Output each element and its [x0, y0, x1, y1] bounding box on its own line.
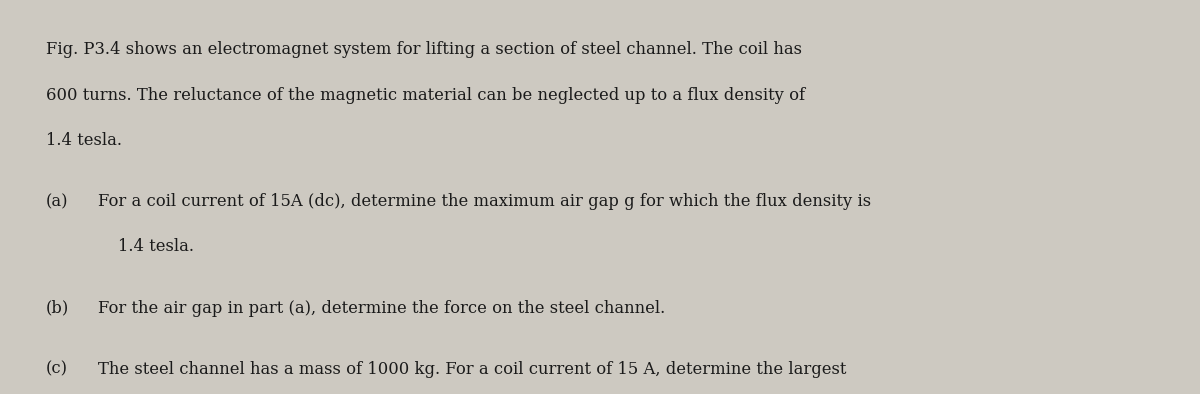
Text: 600 turns. The reluctance of the magnetic material can be neglected up to a flux: 600 turns. The reluctance of the magneti…: [46, 87, 805, 104]
Text: The steel channel has a mass of 1000 kg. For a coil current of 15 A, determine t: The steel channel has a mass of 1000 kg.…: [98, 361, 847, 378]
Text: (c): (c): [46, 361, 67, 378]
Text: For a coil current of 15A (dc), determine the maximum air gap g for which the fl: For a coil current of 15A (dc), determin…: [98, 193, 871, 210]
Text: (b): (b): [46, 299, 68, 317]
Text: 1.4 tesla.: 1.4 tesla.: [118, 238, 193, 255]
Text: Fig. P3.4 shows an electromagnet system for lifting a section of steel channel. : Fig. P3.4 shows an electromagnet system …: [46, 41, 802, 58]
Text: (a): (a): [46, 193, 68, 210]
Text: For the air gap in part (a), determine the force on the steel channel.: For the air gap in part (a), determine t…: [98, 299, 666, 317]
Text: 1.4 tesla.: 1.4 tesla.: [46, 132, 121, 149]
